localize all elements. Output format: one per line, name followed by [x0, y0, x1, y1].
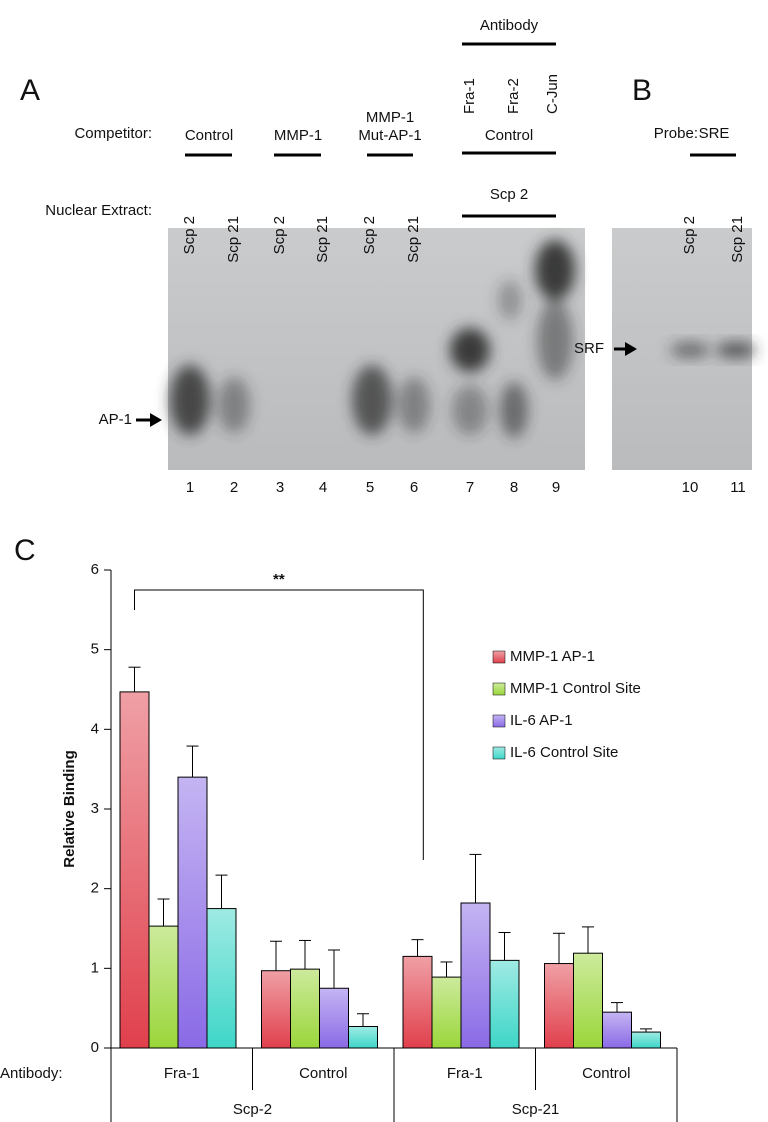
competitor: Control [485, 127, 533, 144]
significance: ** [273, 571, 285, 588]
chart: 0 1 2 3 4 5 6 Relative Binding Fra-1 Control Fra-1… [0, 561, 678, 1122]
y-tick-label: 2 [91, 880, 99, 897]
lane-number: 8 [510, 479, 518, 496]
bar [177, 776, 208, 1049]
y-tick-label: 6 [91, 561, 99, 578]
extract-label: Nuclear Extract: [45, 202, 152, 219]
lane-header: Scp 21 [225, 216, 242, 263]
y-tick-label: 0 [91, 1039, 99, 1056]
antibody-title: Antibody [480, 17, 539, 34]
bar [631, 1031, 661, 1049]
lane-header: Scp 21 [729, 216, 746, 263]
band-label: AP-1 [99, 411, 132, 428]
lane-number: 2 [230, 479, 238, 496]
lane-number: 5 [366, 479, 374, 496]
gel-a [168, 228, 585, 470]
bar [119, 691, 150, 1049]
x-tick-label: Control [582, 1065, 630, 1082]
y-tick-label: 5 [91, 641, 99, 658]
header-bars [185, 42, 736, 218]
competitor: MMP-1 [274, 127, 322, 144]
lane-number: 6 [410, 479, 418, 496]
lane-number: 4 [319, 479, 327, 496]
bar [402, 955, 433, 1049]
panel-label: A [20, 74, 40, 107]
legend-label: IL-6 Control Site [510, 744, 618, 761]
lane-header: Scp 2 [361, 216, 378, 254]
legend-label: MMP-1 Control Site [510, 680, 641, 697]
significance-bracket [134, 589, 424, 860]
y-tick-label: 4 [91, 720, 99, 737]
lane-number: 1 [186, 479, 194, 496]
competitor-label: Competitor: [74, 125, 152, 142]
group-label: Scp-21 [512, 1101, 560, 1118]
bar [290, 968, 320, 1049]
lane-number: 3 [276, 479, 284, 496]
lane-header: Scp 2 [181, 216, 198, 254]
panel-label: B [632, 74, 652, 107]
probe: SRE [699, 125, 730, 142]
extract-label: Scp 2 [490, 186, 528, 203]
y-tick-label: 1 [91, 959, 99, 976]
lane-header: Fra-1 [461, 78, 478, 114]
lane-number: 11 [730, 479, 746, 496]
lane-header: Scp 2 [681, 216, 698, 254]
group-label: Scp-2 [233, 1101, 272, 1118]
band-label: SRF [574, 340, 604, 357]
bar [573, 952, 603, 1049]
lane-header: Scp 21 [314, 216, 331, 263]
legend-label: MMP-1 AP-1 [510, 648, 595, 665]
probe-label: Probe: [654, 125, 698, 142]
y-axis-label: Relative Binding [61, 750, 78, 868]
bar [544, 963, 574, 1049]
lane-header: Scp 2 [271, 216, 288, 254]
legend-swatch [492, 714, 506, 728]
x-tick-label: Fra-1 [447, 1065, 483, 1082]
bar [602, 1011, 632, 1049]
lane-header: Fra-2 [505, 78, 522, 114]
legend-label: IL-6 AP-1 [510, 712, 573, 729]
bar [460, 902, 491, 1049]
competitor: Control [185, 127, 233, 144]
competitor: Mut-AP-1 [358, 127, 421, 144]
bar [206, 908, 237, 1049]
bar [489, 959, 520, 1049]
legend-swatch [492, 746, 506, 760]
bar [319, 987, 349, 1049]
y-tick-label: 3 [91, 800, 99, 817]
legend-swatch [492, 650, 506, 664]
panel-label: C [14, 534, 36, 567]
bar [431, 976, 462, 1049]
x-tick-label: Control [299, 1065, 347, 1082]
x-tick-label: Fra-1 [164, 1065, 200, 1082]
lane-number: 9 [552, 479, 560, 496]
bar [148, 925, 179, 1049]
lane-number: 10 [682, 479, 699, 496]
arrows [136, 342, 637, 427]
lane-header: C-Jun [544, 74, 561, 114]
competitor: MMP-1 [366, 109, 414, 126]
bar [348, 1025, 378, 1049]
x-row-label: Antibody: [0, 1065, 63, 1082]
lane-header: Scp 21 [405, 216, 422, 263]
lane-number: 7 [466, 479, 474, 496]
legend-swatch [492, 682, 506, 696]
bar [261, 970, 291, 1049]
